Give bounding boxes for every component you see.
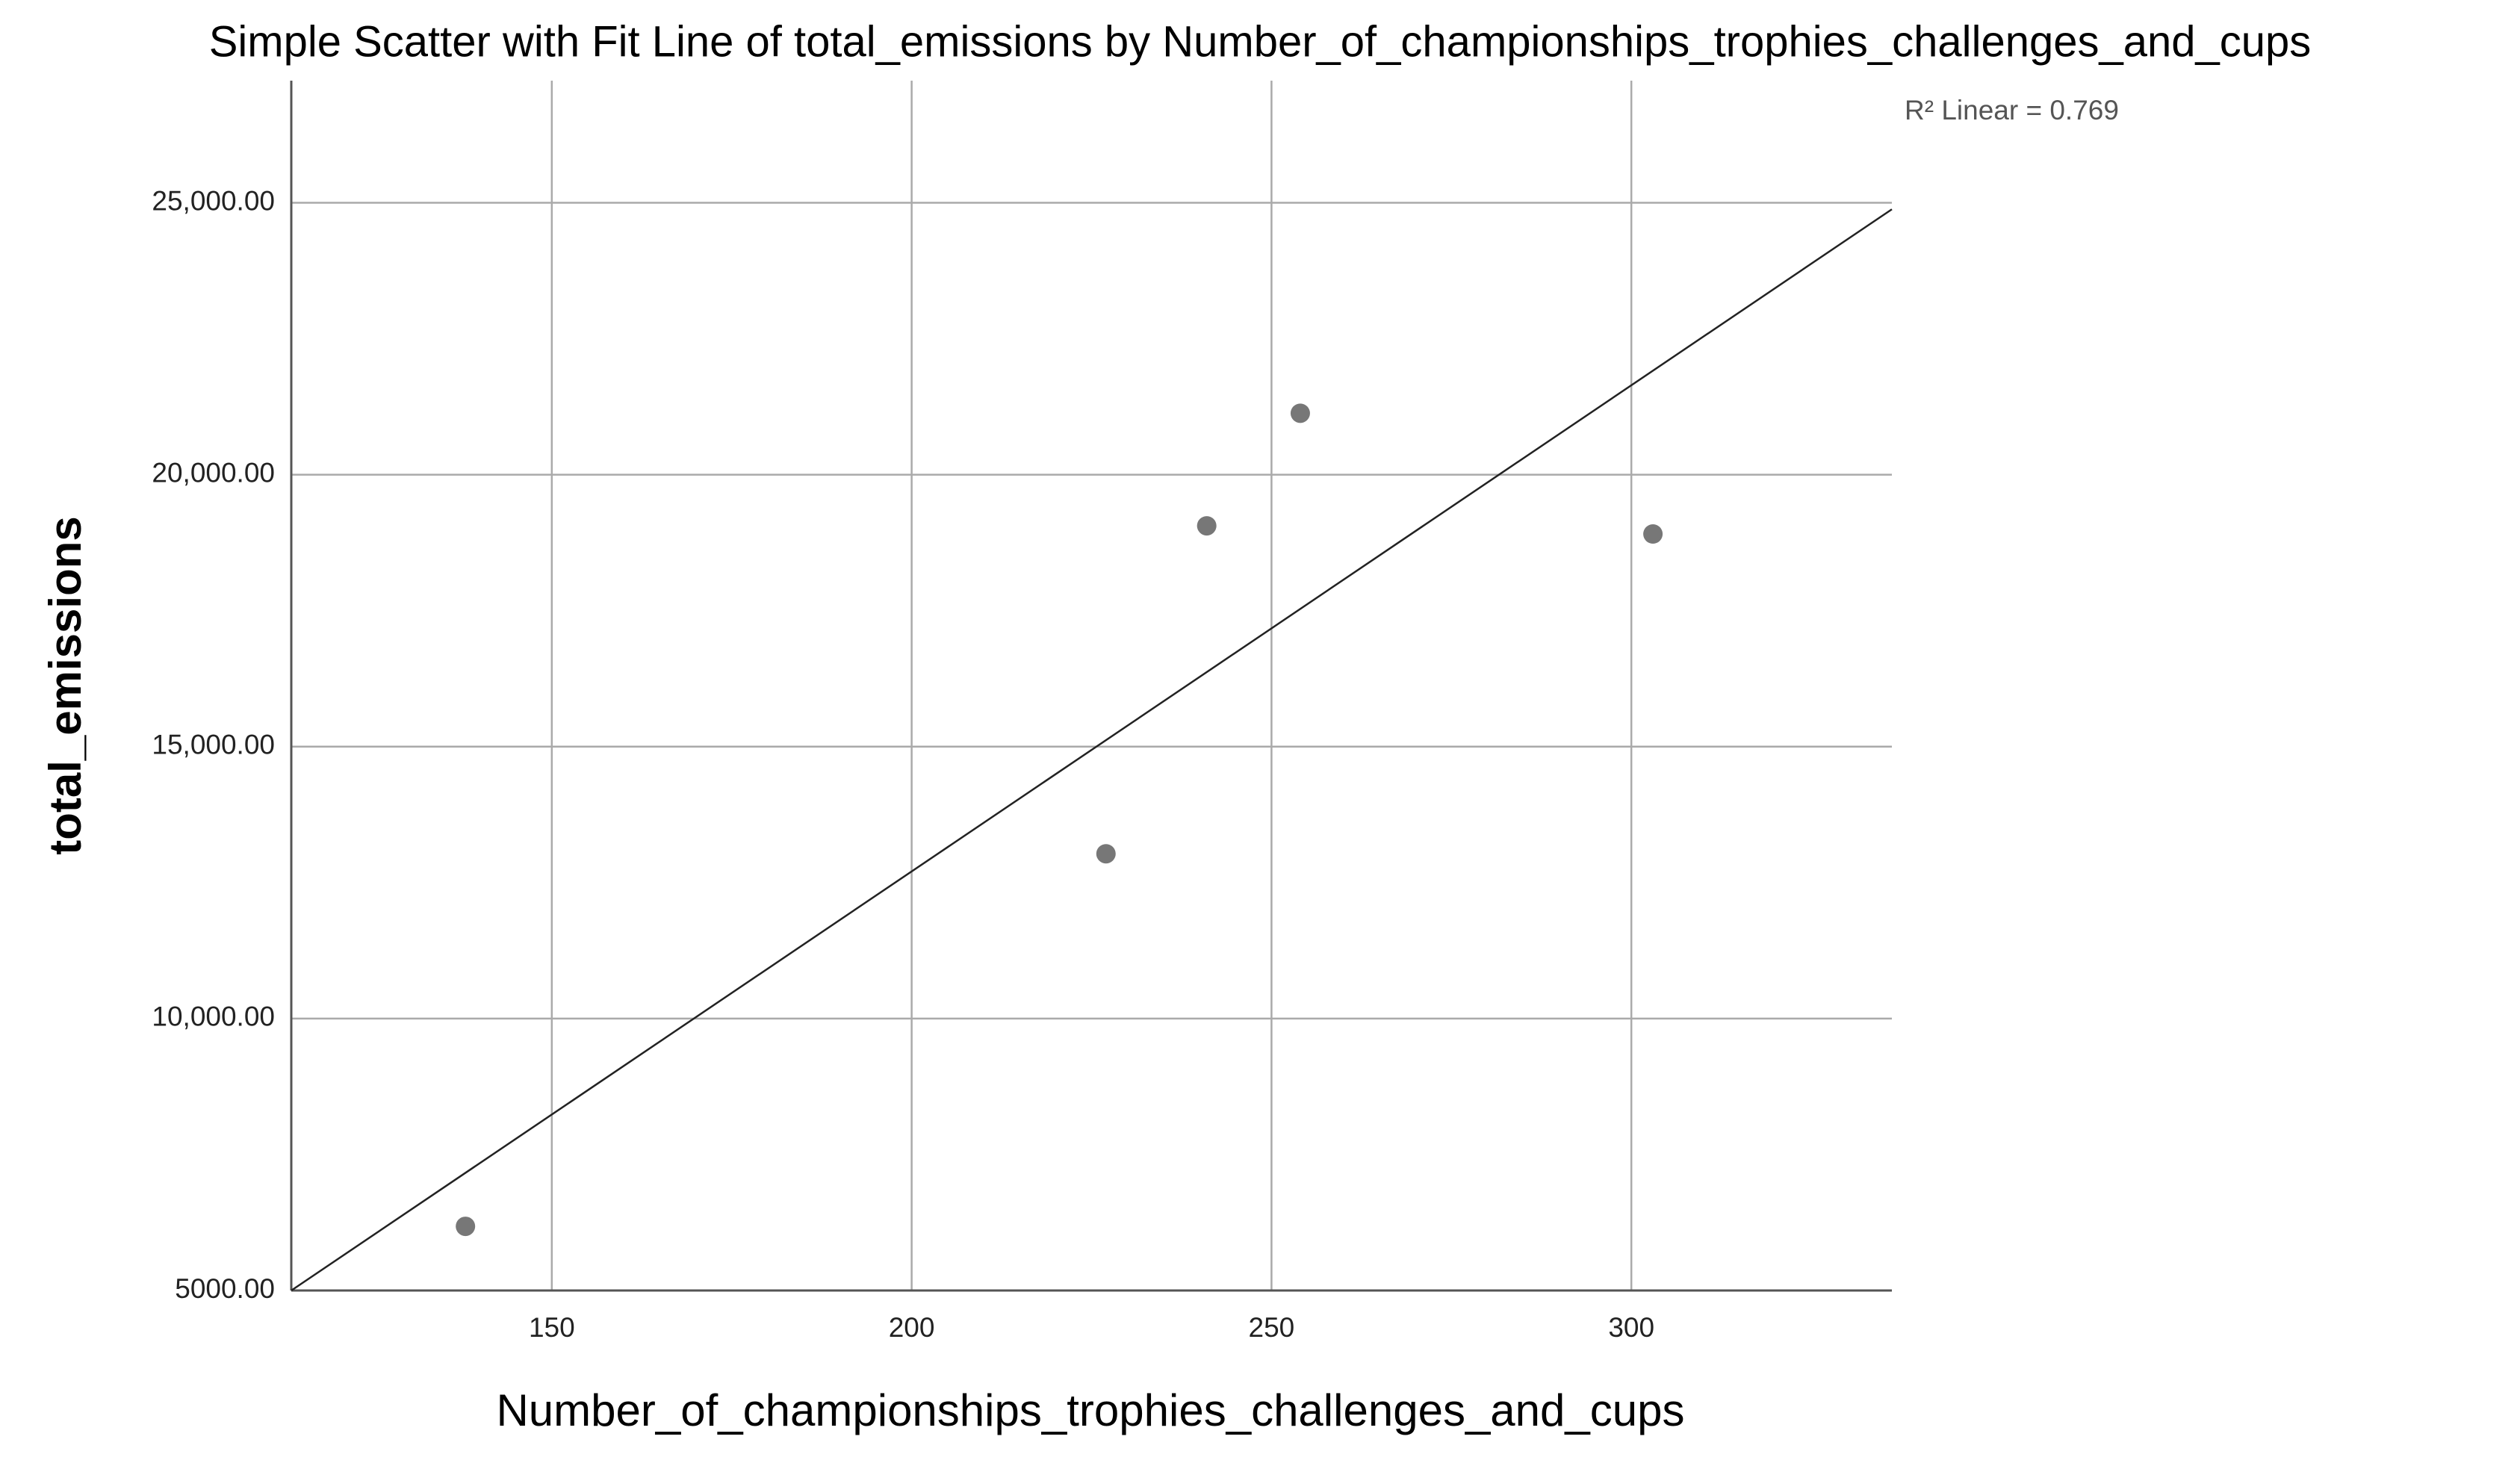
x-tick-label: 300	[1608, 1312, 1654, 1343]
point	[456, 1217, 476, 1237]
y-tick-label: 10,000.00	[152, 1001, 275, 1032]
y-tick-label: 20,000.00	[152, 457, 275, 488]
point	[1643, 524, 1663, 544]
point	[1096, 844, 1116, 864]
y-tick-label: 25,000.00	[152, 185, 275, 216]
annotation: R² Linear = 0.769	[1905, 95, 2119, 125]
x-tick-label: 150	[529, 1312, 575, 1343]
y-tick-label: 5000.00	[175, 1273, 275, 1304]
fit-line	[291, 208, 1893, 1292]
y-tick-label: 15,000.00	[152, 730, 275, 760]
chart-title: Simple Scatter with Fit Line of total_em…	[209, 17, 2312, 66]
x-tick-label: 250	[1249, 1312, 1295, 1343]
point	[1290, 403, 1310, 423]
y-axis-title: total_emissions	[40, 516, 90, 855]
x-tick-label: 200	[889, 1312, 935, 1343]
point	[1197, 516, 1217, 536]
x-axis-title: Number_of_championships_trophies_challen…	[496, 1385, 1684, 1435]
